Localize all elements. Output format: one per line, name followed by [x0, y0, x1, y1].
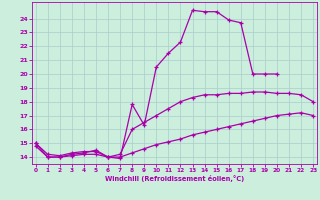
X-axis label: Windchill (Refroidissement éolien,°C): Windchill (Refroidissement éolien,°C) — [105, 175, 244, 182]
